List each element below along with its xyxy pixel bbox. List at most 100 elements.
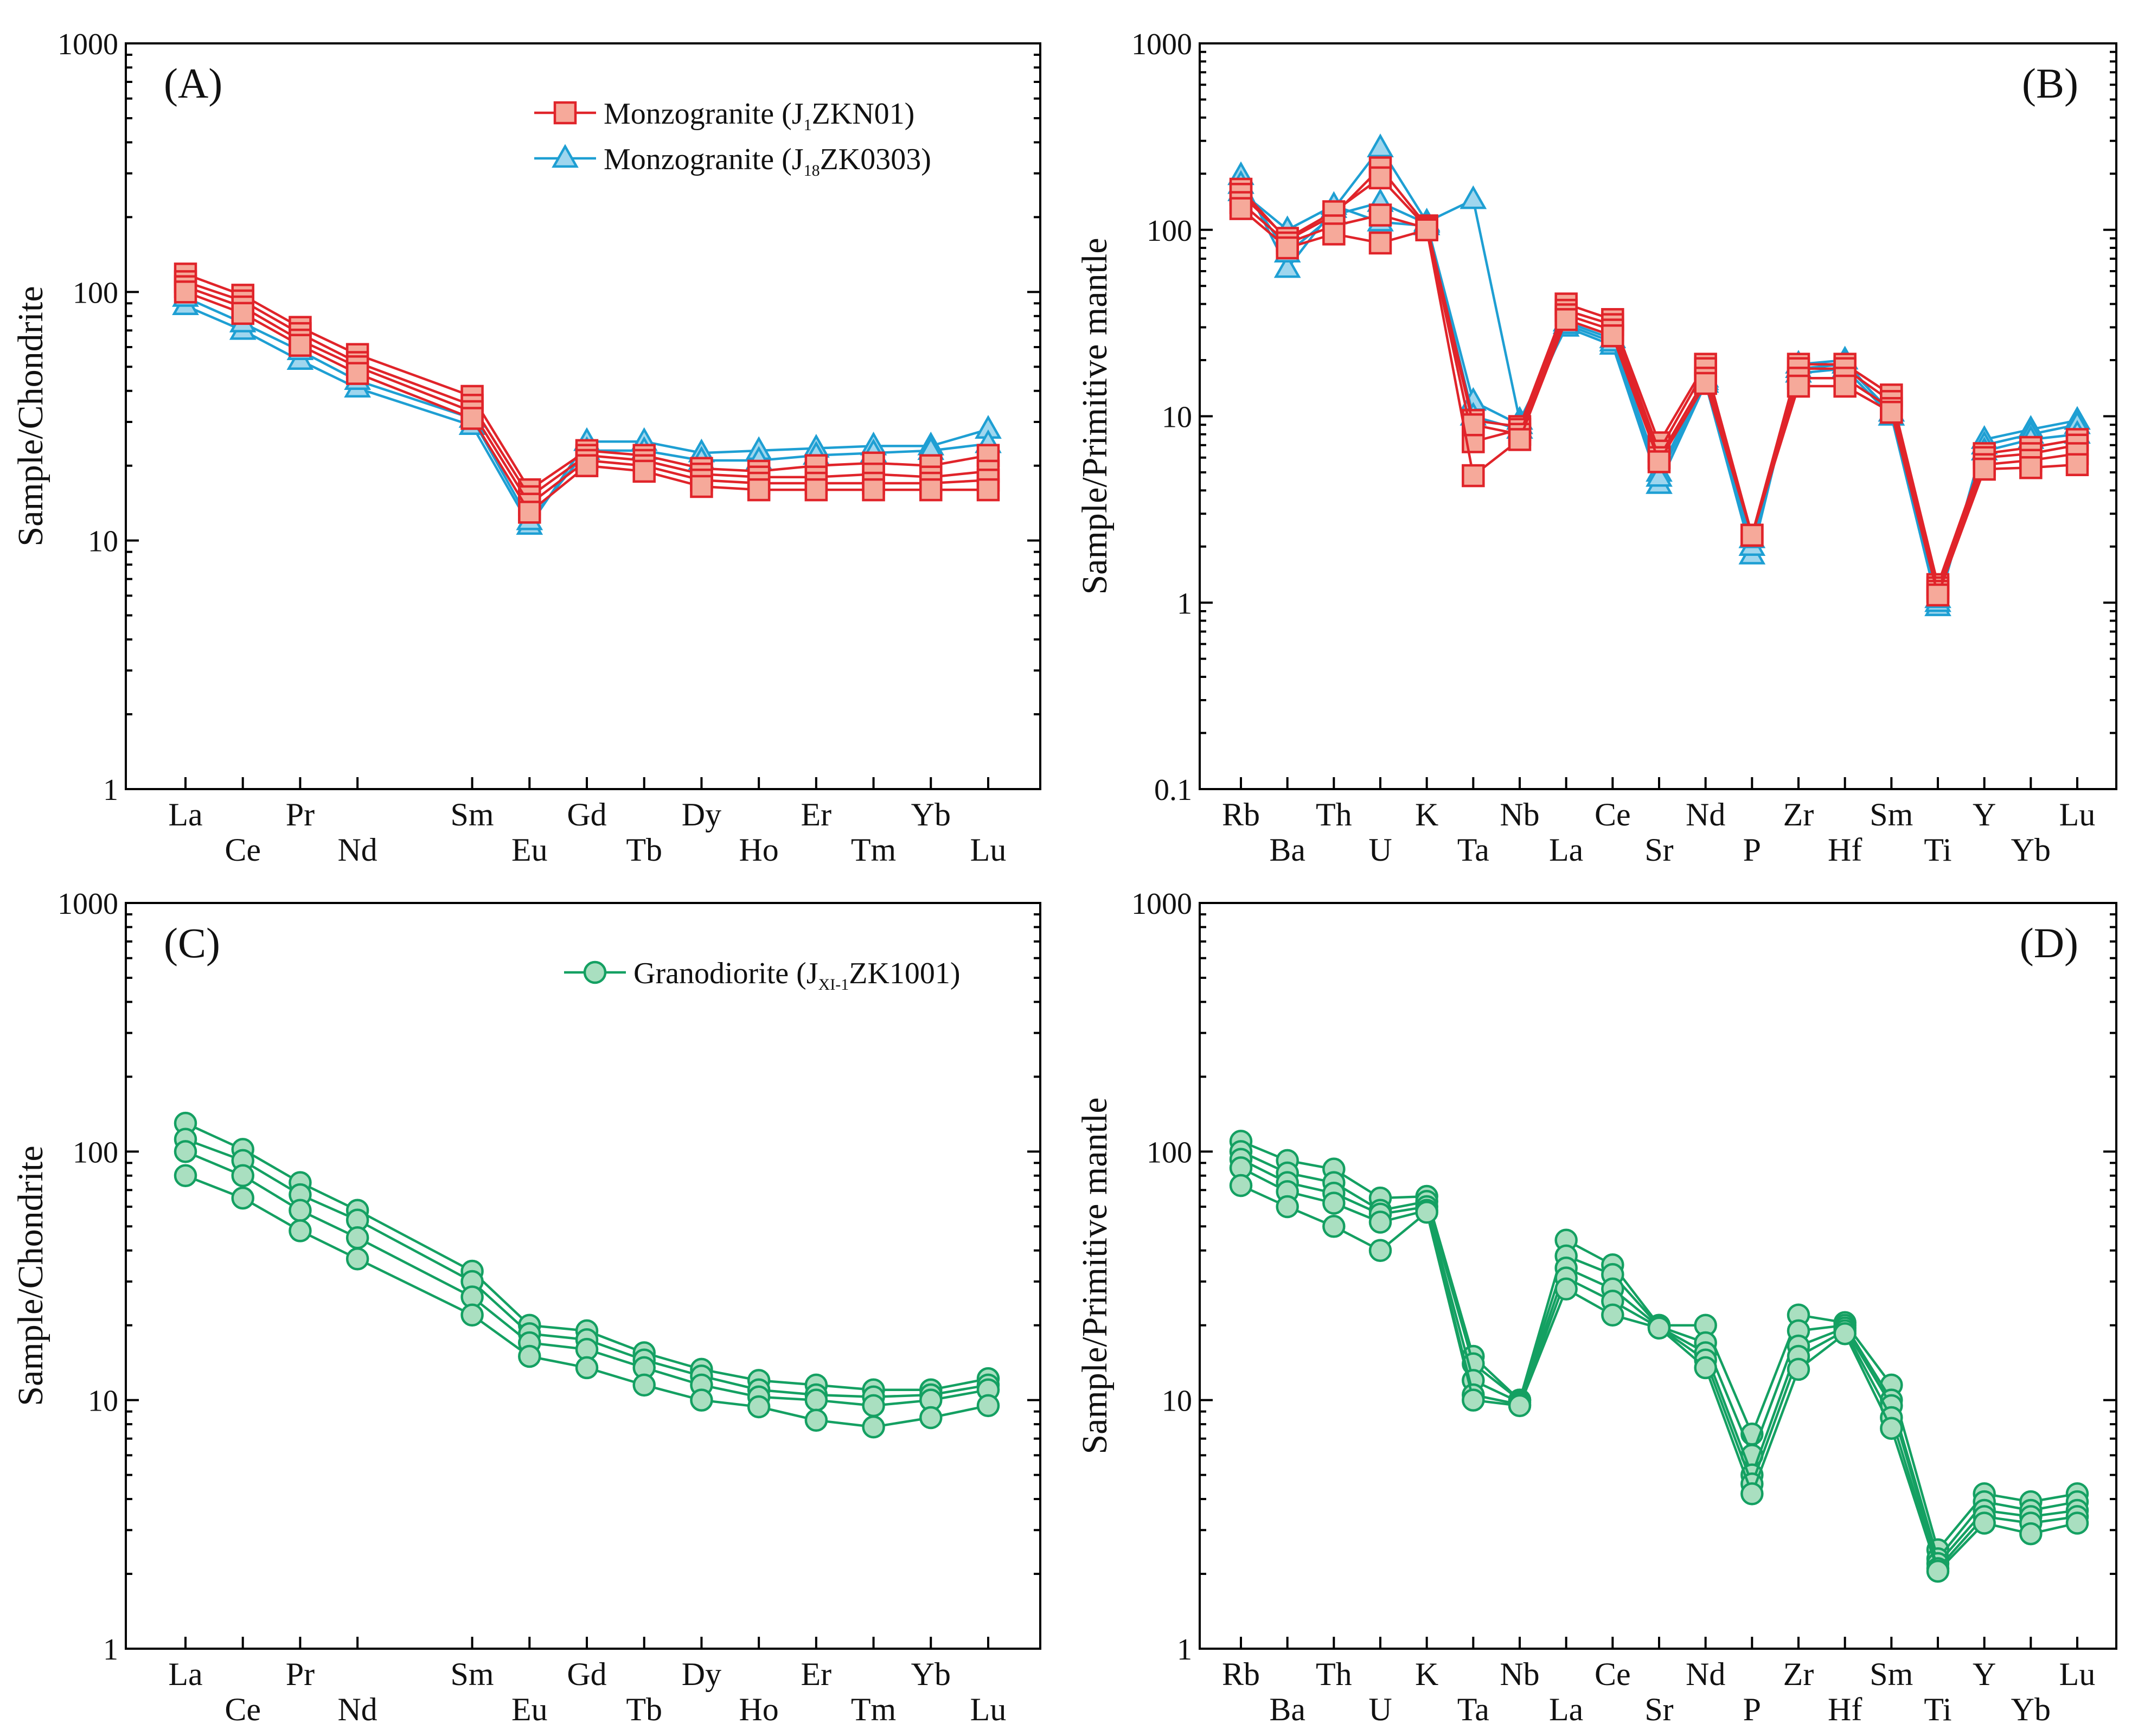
data-point: [1229, 197, 1253, 220]
plot-frame: [1199, 42, 2117, 790]
x-tick-label: Ta: [1457, 832, 1489, 868]
data-point: [1647, 450, 1671, 473]
data-point: [1462, 1388, 1485, 1412]
data-point: [1787, 374, 1810, 398]
data-point: [575, 1356, 599, 1380]
data-point: [804, 478, 828, 502]
x-tick-label: Tb: [626, 1692, 662, 1727]
y-axis-title: Sample/Primitive mantle: [1075, 238, 1115, 594]
y-axis-title: Sample/Chondrite: [11, 286, 50, 546]
x-tick-label: Zr: [1783, 797, 1814, 832]
y-tick-label: 100: [1147, 1136, 1192, 1169]
y-tick-label: 10: [88, 1385, 118, 1418]
data-point: [919, 1406, 943, 1430]
data-point: [1460, 185, 1487, 209]
series-line: [1240, 1167, 2078, 1570]
x-tick-label: Hf: [1828, 832, 1862, 868]
data-point: [1833, 374, 1857, 398]
data-point: [1415, 218, 1438, 241]
x-tick-label: Pr: [286, 797, 315, 832]
series-J1ZKN01-4: [174, 280, 1000, 524]
y-tick-label: 100: [73, 1136, 118, 1169]
data-point: [1508, 1394, 1532, 1418]
data-point: [1368, 166, 1392, 190]
y-tick-label: 100: [1147, 214, 1192, 248]
x-tick-label: U: [1368, 832, 1392, 868]
data-point: [289, 1199, 312, 1222]
data-point: [1368, 231, 1392, 255]
data-point: [1554, 1277, 1578, 1301]
x-tick-label: Ho: [739, 832, 778, 868]
data-point: [231, 1164, 254, 1188]
x-tick-label: Pr: [286, 1656, 315, 1692]
data-point: [1601, 1303, 1624, 1327]
data-point: [289, 334, 312, 357]
data-point: [1740, 523, 1764, 547]
y-tick-label: 10: [1162, 1385, 1192, 1418]
x-tick-label: U: [1368, 1692, 1392, 1727]
data-point: [231, 1186, 254, 1210]
data-point: [1973, 1511, 1996, 1535]
y-tick-label: 1: [1177, 1633, 1192, 1667]
series-JXI-1ZK1001-5: [1229, 1174, 2089, 1583]
x-tick-label: Yb: [911, 1656, 951, 1692]
legend-marker: [552, 144, 579, 168]
x-tick-label: Lu: [970, 832, 1007, 868]
data-point: [690, 1388, 713, 1412]
data-point: [804, 1388, 828, 1412]
data-point: [1508, 428, 1532, 451]
plot-frame: [125, 902, 1041, 1650]
data-point: [1368, 203, 1392, 227]
series-line: [1240, 201, 2078, 593]
data-point: [1367, 133, 1394, 157]
y-tick-label: 100: [73, 276, 118, 310]
data-point: [747, 478, 771, 502]
x-tick-label: Tm: [851, 1692, 896, 1727]
x-tick-label: La: [168, 797, 202, 832]
y-tick-label: 1: [103, 1633, 118, 1667]
y-tick-label: 1: [1177, 587, 1192, 620]
legend-label: Monzogranite (J1ZKN01): [604, 97, 914, 134]
data-point: [862, 478, 885, 502]
data-point: [1646, 463, 1673, 487]
data-point: [1554, 308, 1578, 331]
x-tick-label: Rb: [1222, 1656, 1260, 1692]
panel-label: (C): [164, 919, 220, 966]
plot-frame: [125, 42, 1041, 790]
plot-frame: [1199, 902, 2117, 1650]
x-tick-label: P: [1743, 1692, 1761, 1727]
series-line: [1240, 1150, 2078, 1560]
data-point: [862, 1394, 885, 1418]
data-point: [1276, 236, 1299, 260]
legend-label: Granodiorite (JXI-1ZK1001): [633, 957, 961, 994]
y-tick-label: 1000: [1131, 28, 1192, 61]
data-point: [2065, 453, 2089, 477]
data-point: [1740, 1482, 1764, 1506]
data-point: [1276, 1195, 1299, 1219]
series-JXI-1ZK1001-1: [1229, 1130, 2089, 1561]
x-tick-label: Eu: [511, 832, 548, 868]
x-tick-label: Th: [1316, 1656, 1352, 1692]
x-tick-label: Er: [801, 1656, 832, 1692]
data-point: [2019, 1522, 2043, 1546]
data-point: [1926, 583, 1950, 607]
x-tick-label: Y: [1973, 1656, 1996, 1692]
y-tick-label: 10: [88, 525, 118, 559]
x-tick-label: Yb: [2011, 832, 2051, 868]
x-tick-label: Ce: [225, 832, 261, 868]
data-point: [1462, 464, 1485, 488]
x-tick-label: Rb: [1222, 797, 1260, 832]
x-tick-label: Yb: [911, 797, 951, 832]
data-point: [862, 1415, 885, 1439]
x-tick-label: La: [168, 1656, 202, 1692]
legend-marker: [583, 960, 607, 984]
x-tick-label: Nd: [1686, 1656, 1725, 1692]
x-tick-label: Sm: [451, 1656, 494, 1692]
data-point: [632, 459, 656, 483]
data-point: [1694, 1356, 1717, 1380]
data-point: [1973, 457, 1996, 481]
x-tick-label: Th: [1316, 797, 1352, 832]
data-point: [747, 1395, 771, 1419]
x-tick-label: Dy: [682, 1656, 721, 1692]
